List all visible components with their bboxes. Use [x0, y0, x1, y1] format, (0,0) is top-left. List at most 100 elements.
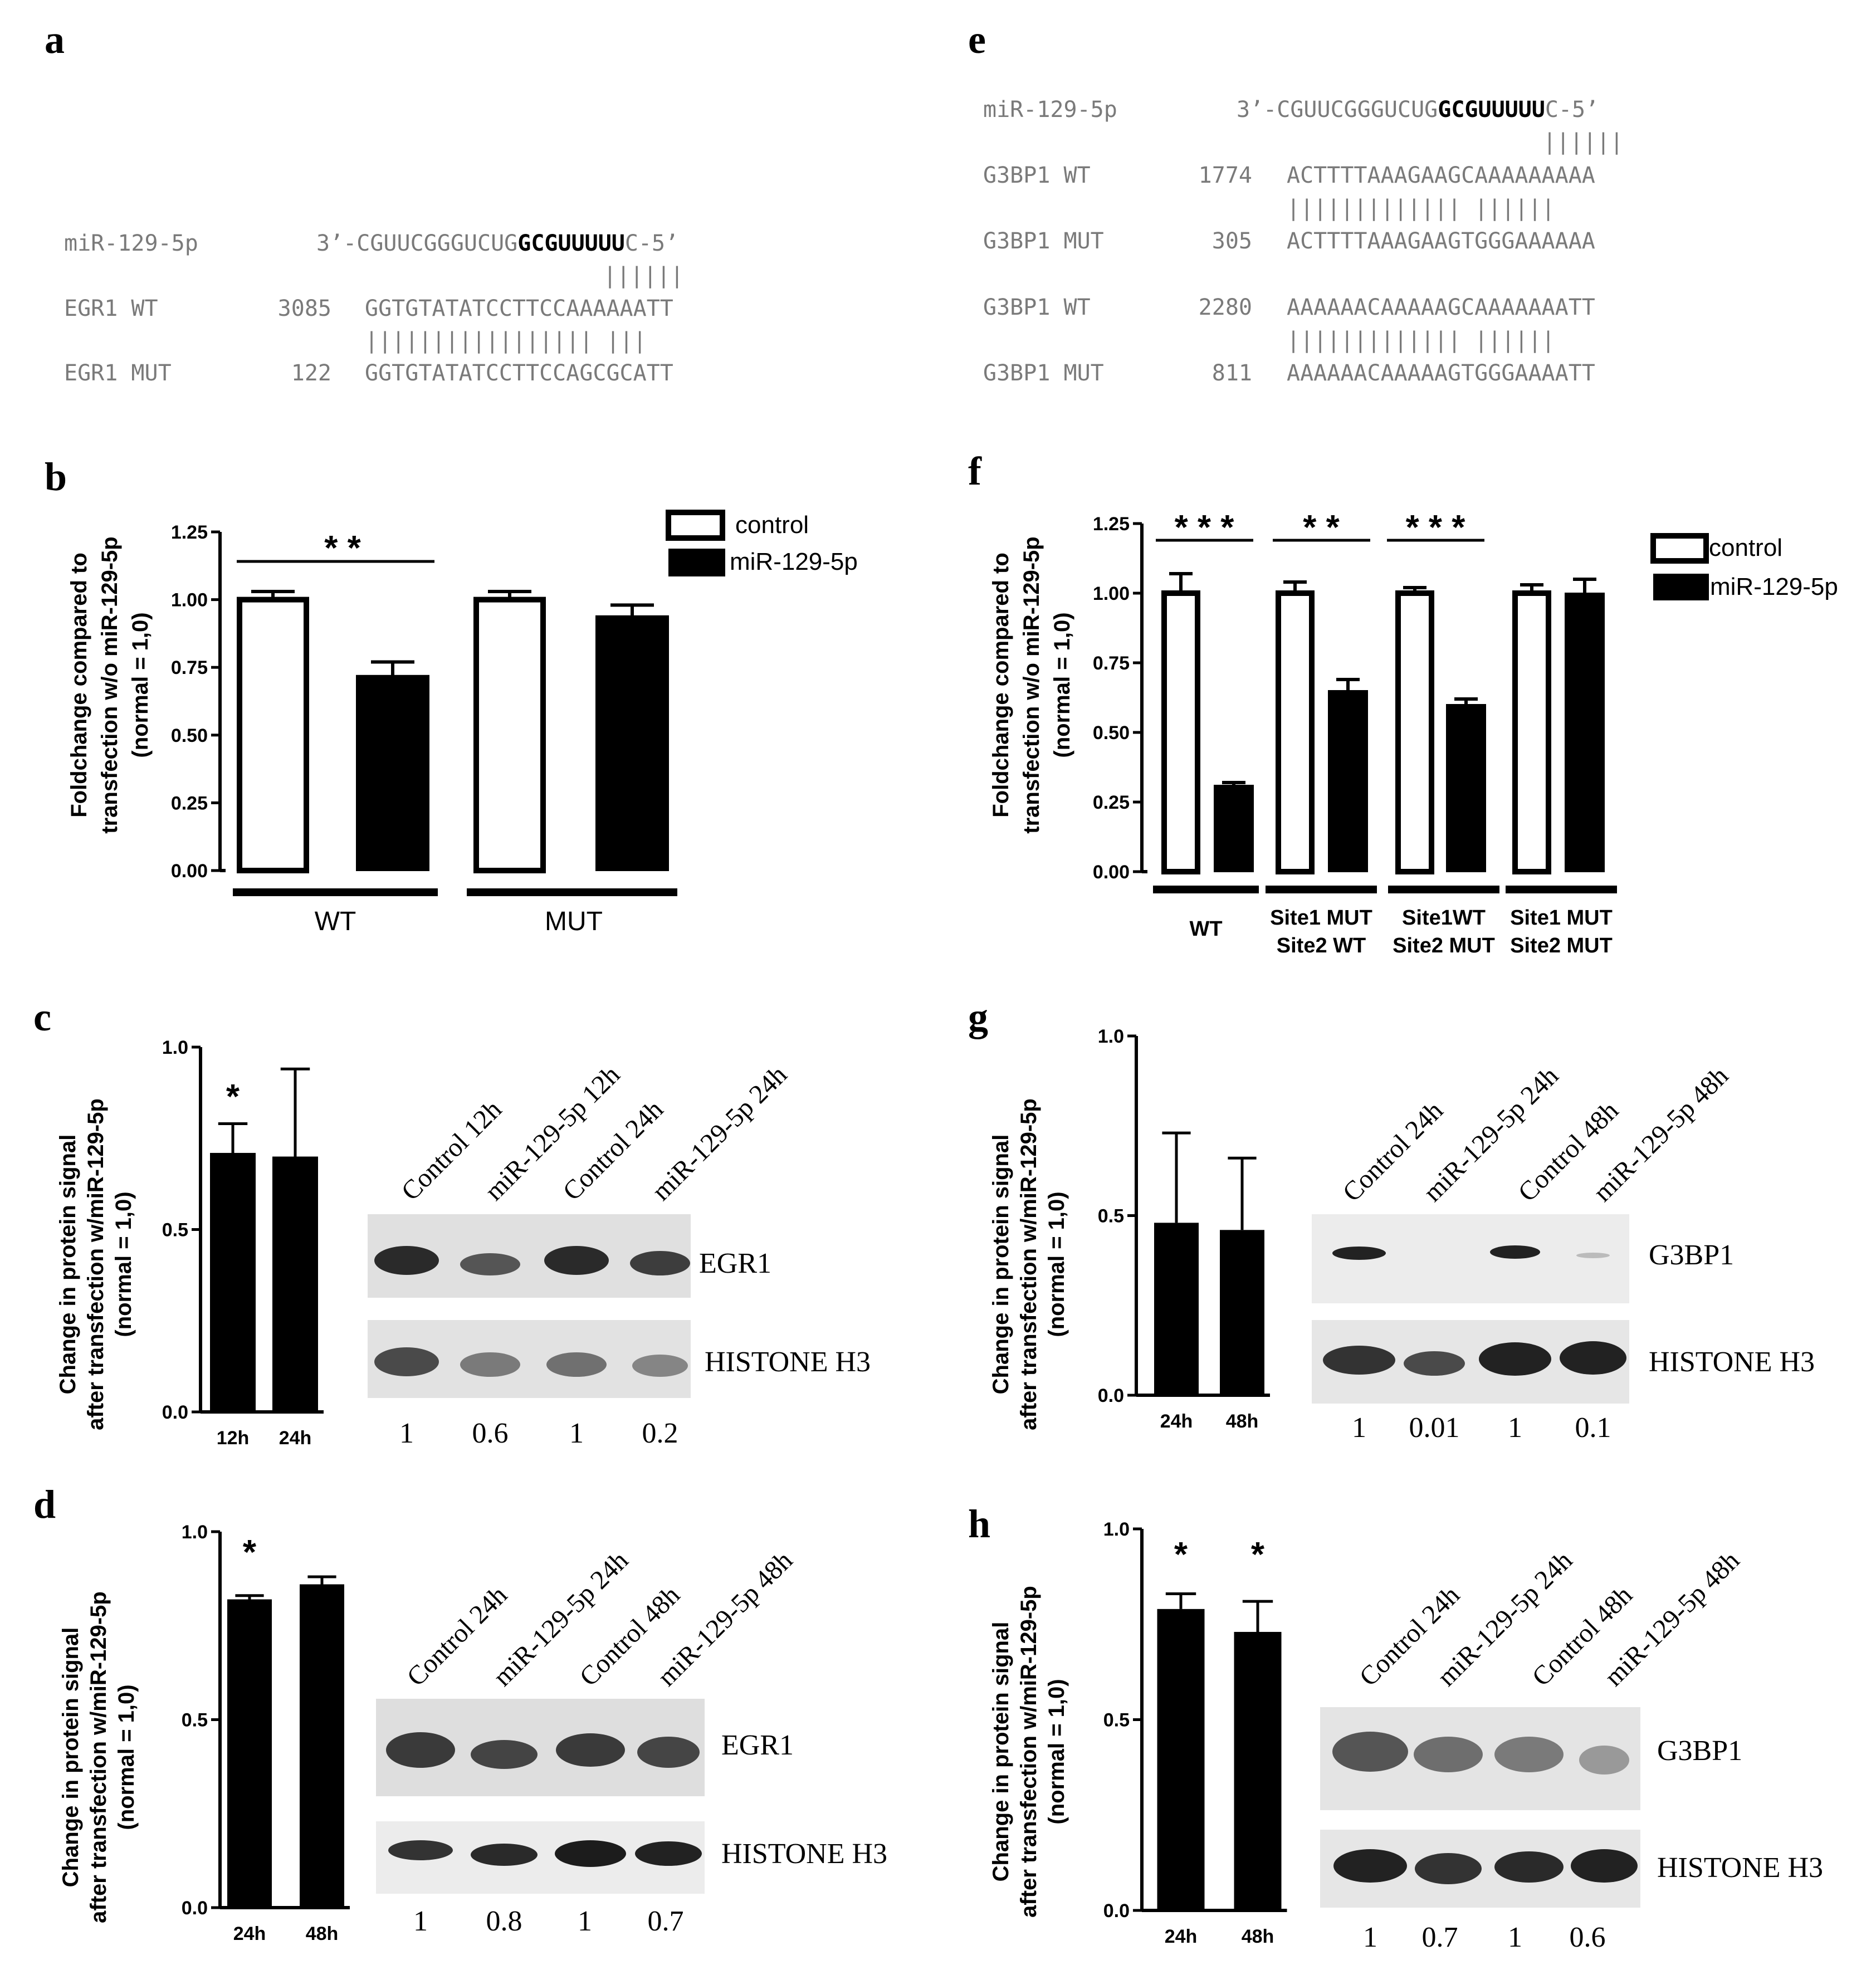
c-band-2-0 [374, 1347, 439, 1376]
b-group-bar-wt [233, 888, 438, 896]
f-sig-stars-2: * * * [1406, 509, 1466, 547]
g-band-2-0 [1323, 1346, 1395, 1375]
c-band-1-1 [460, 1253, 520, 1275]
h-ylabel-line1: Change in protein signal [989, 1622, 1013, 1882]
panel-letter-h: h [968, 1502, 990, 1546]
a-row1-pos: 3085 [278, 296, 331, 321]
panel-d: d Change in protein signal after transfe… [33, 1482, 887, 1944]
d-quant-2: 1 [578, 1905, 592, 1937]
e-mirna-seed: GCGUUUUU [1438, 97, 1545, 123]
f-group-bar-2 [1388, 886, 1499, 893]
c-protein-1: HISTONE H3 [705, 1346, 871, 1378]
panel-letter-a: a [45, 17, 65, 62]
f-group-3-line2: Site2 MUT [1510, 934, 1613, 957]
b-ytick-label-3: 0.75 [171, 657, 208, 678]
d-band-1-0 [386, 1732, 455, 1768]
f-ytick-label-2: 0.50 [1093, 722, 1130, 744]
h-ytick-label-1: 0.5 [1103, 1710, 1130, 1731]
e-row3-name: G3BP1 WT [983, 295, 1091, 320]
panel-letter-g: g [968, 995, 988, 1039]
panel-letter-f: f [968, 449, 982, 493]
c-ylabel-line3: (normal = 1,0) [111, 1191, 136, 1337]
d-bar-0 [227, 1599, 272, 1908]
g-quant-2: 1 [1508, 1412, 1522, 1444]
d-quant-3: 0.7 [648, 1905, 684, 1937]
g-plot: 0.0 0.5 1.0 24h 48h [1098, 1026, 1270, 1432]
h-band-1-0 [1332, 1732, 1408, 1772]
c-xtick-label-1: 24h [279, 1428, 312, 1449]
g-bar-0 [1154, 1223, 1199, 1395]
d-ylabel-line3: (normal = 1,0) [114, 1684, 139, 1830]
b-ytick-label-1: 0.25 [171, 793, 208, 814]
f-ylabel-line3: (normal = 1,0) [1050, 612, 1074, 757]
e-row3-seq: AAAAAACAAAAAGCAAAAAAATT [1287, 295, 1595, 320]
h-band-2-2 [1494, 1851, 1564, 1883]
h-plot: 0.0 0.5 1.0 24h 48h [1103, 1519, 1287, 1947]
c-ylabel-line1: Change in protein signal [56, 1135, 80, 1395]
f-group-bar-0 [1153, 886, 1259, 893]
a-pair-line-1: ||||||||||||||||| ||| [365, 328, 647, 354]
d-band-1-1 [471, 1740, 538, 1769]
f-group-1-line2: Site2 WT [1277, 934, 1366, 957]
h-band-2-0 [1333, 1849, 1407, 1883]
f-ytick-label-3: 0.75 [1093, 653, 1130, 674]
f-bar-1-0 [1276, 590, 1315, 874]
g-xtick-label-0: 24h [1160, 1411, 1193, 1432]
d-band-1-3 [637, 1737, 700, 1768]
g-band-1-0 [1332, 1247, 1386, 1260]
c-band-1-2 [544, 1246, 609, 1275]
b-ytick-label-5: 1.25 [171, 522, 208, 543]
h-xtick-label-1: 48h [1242, 1926, 1274, 1947]
g-xtick-label-1: 48h [1226, 1411, 1259, 1432]
b-group-mut: MUT [545, 907, 603, 936]
c-band-1-3 [630, 1251, 690, 1275]
c-band-1-0 [374, 1246, 439, 1275]
d-xtick-label-0: 24h [233, 1923, 266, 1944]
h-ylabel-line3: (normal = 1,0) [1044, 1679, 1069, 1824]
panel-letter-e: e [968, 17, 986, 62]
f-group-2-line2: Site2 MUT [1393, 934, 1495, 957]
d-quant-1: 0.8 [486, 1905, 522, 1937]
g-ylabel-line3: (normal = 1,0) [1044, 1191, 1069, 1337]
f-group-1-line1: Site1 MUT [1270, 906, 1372, 930]
panel-a: a miR-129-5p 3’-CGUUCGGGUCUGGCGUUUUUC-5’… [45, 17, 684, 386]
d-band-2-2 [555, 1840, 626, 1867]
b-legend-mir: miR-129-5p [730, 548, 858, 575]
e-row4-pos: 811 [1212, 360, 1252, 386]
h-xtick-label-0: 24h [1165, 1926, 1198, 1947]
h-band-1-2 [1494, 1737, 1564, 1772]
h-bar-0 [1157, 1609, 1205, 1910]
f-bar-0-1 [1214, 785, 1254, 872]
e-mirna-post: C-5’ [1545, 97, 1599, 123]
b-ylabel-line2: transfection w/o miR-129-5p [97, 536, 122, 833]
d-star-0: * [243, 1533, 257, 1572]
h-ytick-label-2: 1.0 [1103, 1519, 1130, 1540]
a-row2-name: EGR1 MUT [64, 360, 172, 386]
c-bar-1 [272, 1156, 318, 1412]
h-star-1: * [1251, 1536, 1265, 1574]
f-legend-swatch-control [1650, 533, 1709, 564]
f-bar-1-1 [1328, 690, 1368, 872]
h-band-2-1 [1415, 1853, 1482, 1884]
b-sig-stars: * * [324, 529, 361, 568]
a-mirna-seq: 3’-CGUUCGGGUCUGGCGUUUUUC-5’ [316, 231, 678, 256]
d-ytick-label-2: 1.0 [182, 1522, 208, 1543]
b-legend-swatch-mir [668, 549, 725, 576]
e-row3-pos: 2280 [1199, 295, 1252, 320]
b-ylabel-line1: Foldchange compared to [67, 553, 91, 818]
b-plot: 0.00 0.25 0.50 0.75 1.00 1.25 [171, 522, 669, 882]
h-protein-1: HISTONE H3 [1657, 1852, 1823, 1884]
h-quant-3: 0.6 [1570, 1922, 1606, 1953]
f-legend-mir: miR-129-5p [1710, 573, 1838, 600]
e-row1-name: G3BP1 WT [983, 163, 1091, 188]
c-band-2-2 [546, 1352, 607, 1377]
c-quant-0: 1 [399, 1417, 414, 1449]
a-row1-seq: GGTGTATATCCTTCCAAAAAATT [365, 296, 673, 321]
b-bar-0-0 [237, 597, 309, 873]
h-ylabel-line2: after transfection w/miR-129-5p [1017, 1586, 1041, 1918]
e-mirna-seq: 3’-CGUUCGGGUCUGGCGUUUUUC-5’ [1237, 97, 1599, 123]
b-ytick-label-0: 0.00 [171, 861, 208, 882]
d-plot: 0.0 0.5 1.0 24h 48h [182, 1522, 350, 1944]
d-band-2-3 [635, 1841, 702, 1866]
b-group-bar-mut [467, 888, 677, 896]
